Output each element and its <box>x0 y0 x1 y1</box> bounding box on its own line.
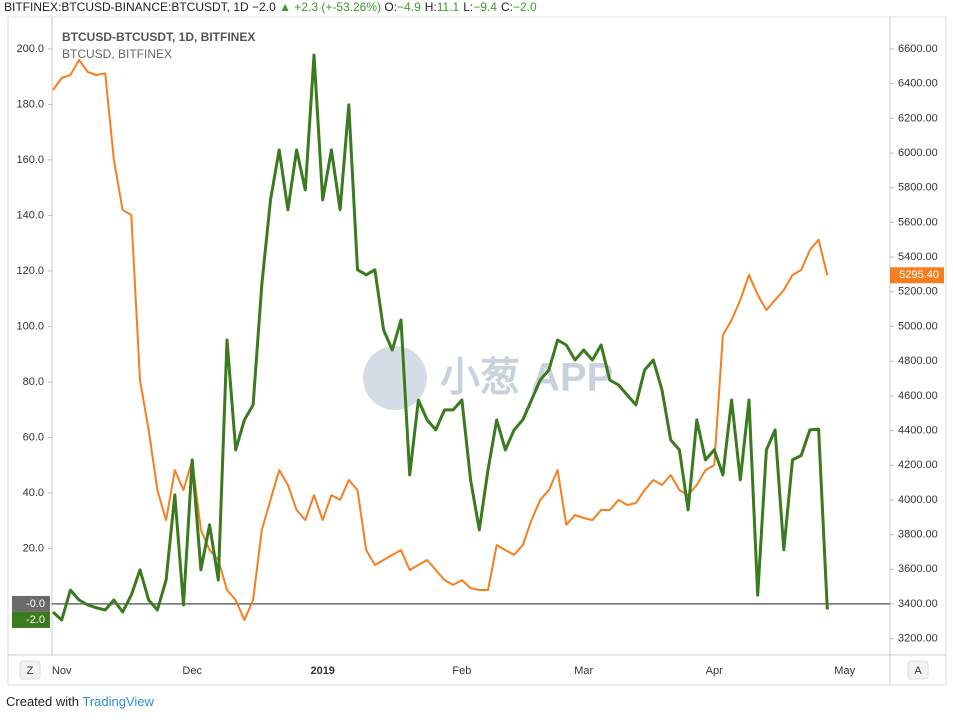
x-tick-label: May <box>834 665 855 677</box>
y2-tick-label: 4200.00 <box>898 459 938 471</box>
ohlc-value: −9.4 <box>473 0 497 14</box>
y2-tick-label: 6600.00 <box>898 43 938 55</box>
scale-button[interactable] <box>19 660 41 680</box>
series-line <box>51 53 829 622</box>
footer: Created with TradingView <box>6 694 154 709</box>
y-tick-label: 120.0 <box>16 265 44 277</box>
ohlc-label: L: <box>463 0 474 14</box>
ohlc-value: −4.9 <box>397 0 421 14</box>
y2-tick-label: 6000.00 <box>898 147 938 159</box>
y-tick-label: 100.0 <box>16 320 44 332</box>
scale-button-label[interactable]: A <box>914 665 922 677</box>
y2-tick-label: 3400.00 <box>898 598 938 610</box>
y2-tick-label: 5600.00 <box>898 216 938 228</box>
y2-tick-label: 3600.00 <box>898 563 938 575</box>
x-tick-label: 2019 <box>310 665 334 677</box>
x-tick-label: Nov <box>52 665 72 677</box>
footer-text: Created with <box>6 694 79 709</box>
y2-tick-label: 4000.00 <box>898 494 938 506</box>
scale-button-label[interactable]: Z <box>27 665 34 677</box>
last: −2.0 <box>252 0 276 14</box>
watermark: 小葱 APP <box>440 356 613 400</box>
brand: TradingView <box>82 694 154 709</box>
y2-tick-label: 4600.00 <box>898 390 938 402</box>
x-tick-label: Mar <box>574 665 593 677</box>
ohlc-label: O: <box>384 0 398 14</box>
legend-entry: BTCUSD, BITFINEX <box>62 47 172 61</box>
ohlc-value: −2.0 <box>512 0 537 14</box>
header: BITFINEX:BTCUSD-BINANCE:BTCUSDT, 1D −2.0… <box>4 0 541 14</box>
symbol: BITFINEX:BTCUSD-BINANCE:BTCUSDT, 1D <box>4 0 249 14</box>
x-tick-label: Apr <box>706 665 723 677</box>
y2-tick-label: 6400.00 <box>898 78 938 90</box>
price-label: -2.0 <box>26 614 45 626</box>
x-tick-label: Feb <box>452 665 471 677</box>
change: ▲ +2.3 (+-53.26%) <box>279 0 382 14</box>
price-label-box <box>12 595 50 612</box>
y-tick-label: 180.0 <box>16 98 44 110</box>
y-tick-label: 20.0 <box>23 542 44 554</box>
ohlc-value: 11.1 <box>436 0 460 14</box>
chart: 小葱 APP BTCUSD-BTCUSDT, 1D, BITFINEX BTCU… <box>7 16 947 686</box>
y2-tick-label: 3800.00 <box>898 529 938 541</box>
ohlc-label: C: <box>500 0 513 14</box>
frame <box>7 16 947 686</box>
price-label-box <box>12 611 50 628</box>
price-label: 5295.40 <box>899 269 939 281</box>
legend-entry: BTCUSD-BTCUSDT, 1D, BITFINEX <box>62 30 255 44</box>
y-tick-label: 160.0 <box>16 154 44 166</box>
y2-tick-label: 5000.00 <box>898 320 938 332</box>
scale-button[interactable] <box>907 660 929 680</box>
ohlc-label: H: <box>424 0 437 14</box>
y2-tick-label: 4800.00 <box>898 355 938 367</box>
y-tick-label: 140.0 <box>16 209 44 221</box>
watermark-logo <box>363 346 427 410</box>
y2-tick-label: 5400.00 <box>898 251 938 263</box>
y2-tick-label: 3200.00 <box>898 633 938 645</box>
y-tick-label: 200.0 <box>16 43 44 55</box>
price-label: -0.0 <box>26 598 45 610</box>
x-tick-label: Dec <box>182 665 202 677</box>
y2-tick-label: 5800.00 <box>898 182 938 194</box>
y-tick-label: 80.0 <box>23 376 44 388</box>
series-line <box>52 58 829 621</box>
y-tick-label: 60.0 <box>23 431 44 443</box>
price-label-box <box>890 267 944 284</box>
y-tick-label: 40.0 <box>23 487 44 499</box>
y2-tick-label: 4400.00 <box>898 424 938 436</box>
y2-tick-label: 6200.00 <box>898 112 938 124</box>
y2-tick-label: 5200.00 <box>898 286 938 298</box>
